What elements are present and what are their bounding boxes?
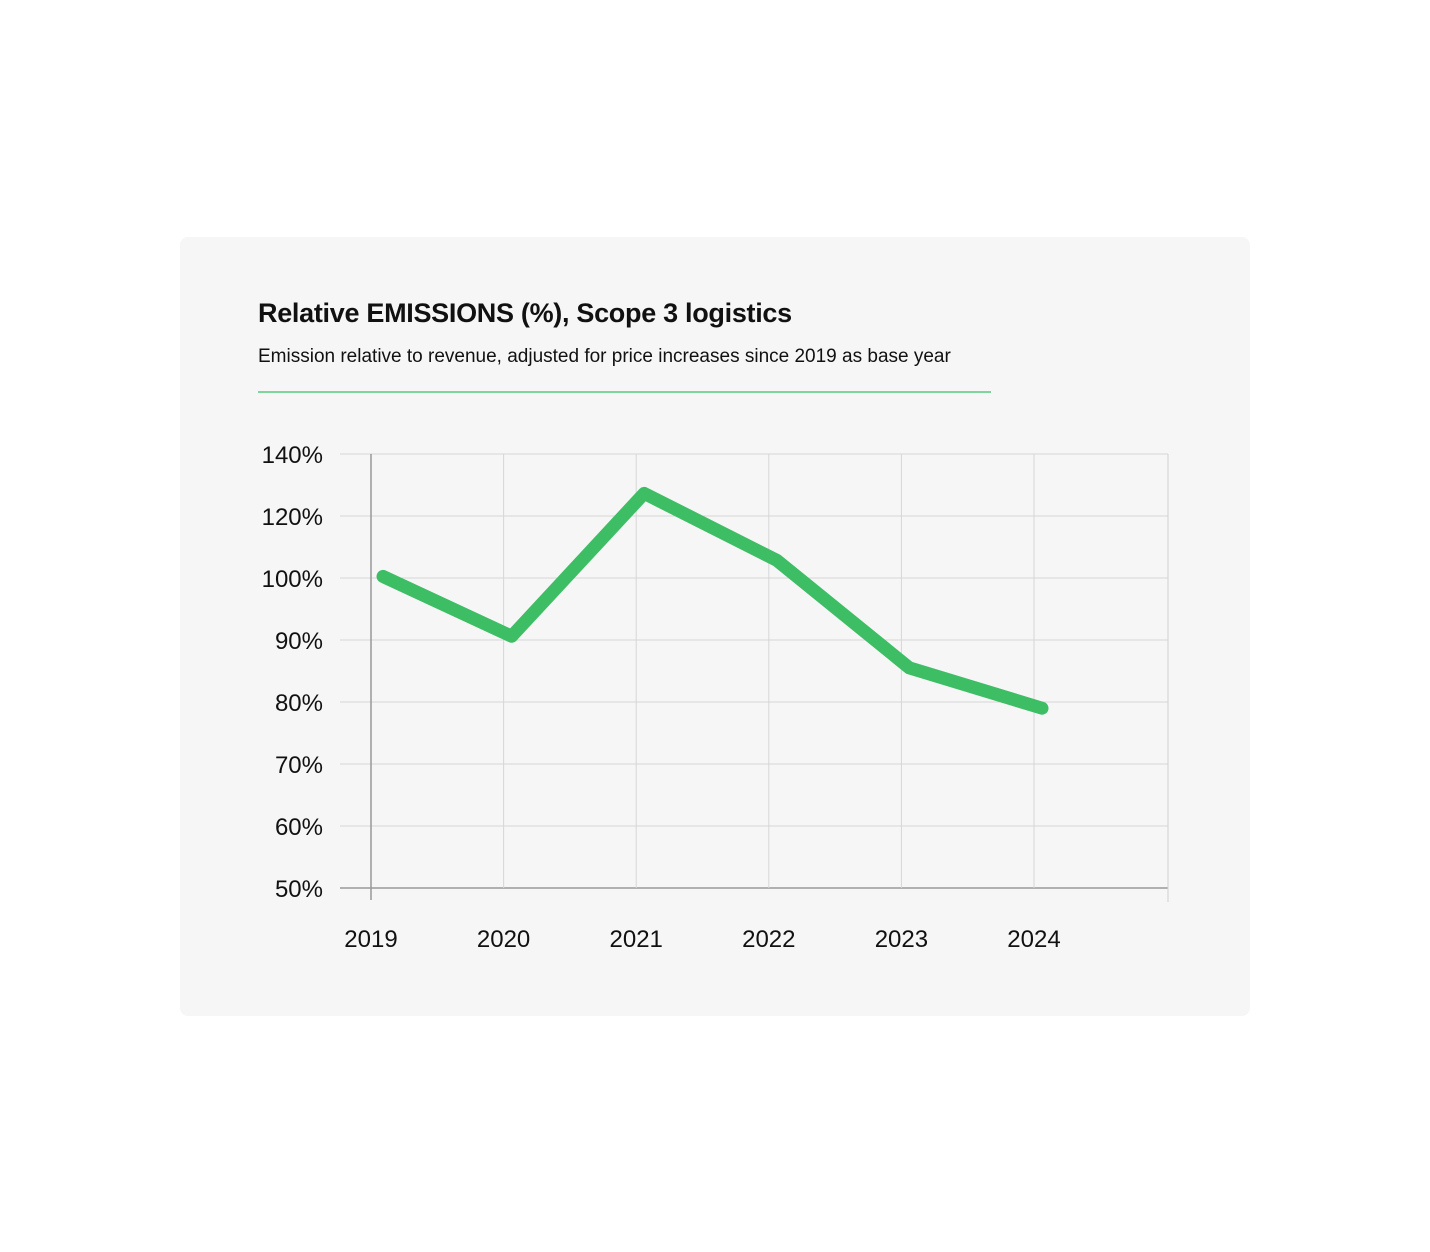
y-tick-label: 140% [262,442,323,469]
x-tick-label: 2020 [477,926,530,953]
x-tick-label: 2021 [610,926,663,953]
x-tick-label: 2022 [742,926,795,953]
y-tick-label: 120% [262,504,323,531]
y-tick-label: 50% [275,876,323,903]
chart-title: Relative EMISSIONS (%), Scope 3 logistic… [258,298,792,328]
chart-card [180,237,1250,1016]
title-divider [258,391,991,393]
y-tick-label: 90% [275,628,323,655]
y-tick-label: 70% [275,752,323,779]
y-tick-label: 80% [275,690,323,717]
series-line [376,486,1049,715]
y-tick-label: 100% [262,566,323,593]
x-tick-label: 2023 [875,926,928,953]
x-tick-label: 2019 [344,926,397,953]
y-tick-label: 60% [275,814,323,841]
x-tick-label: 2024 [1007,926,1060,953]
chart-subtitle: Emission relative to revenue, adjusted f… [258,346,951,367]
